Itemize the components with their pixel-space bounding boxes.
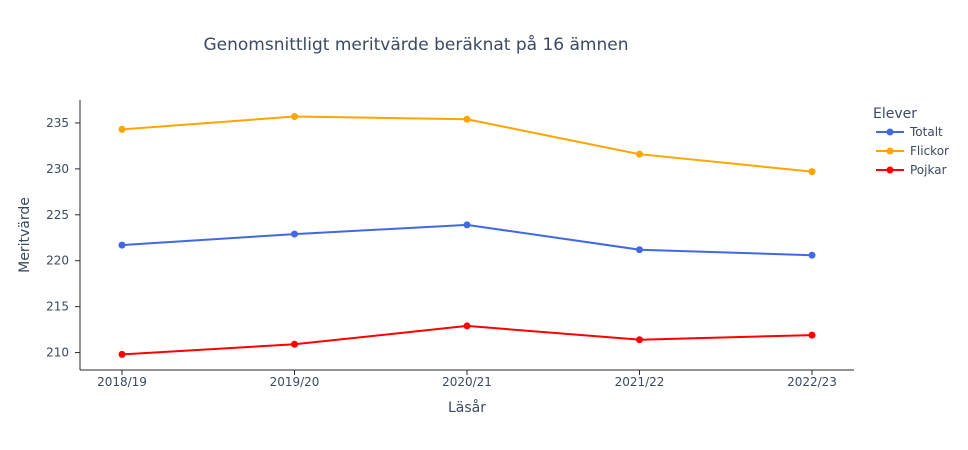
data-point-pojkar (636, 336, 643, 344)
y-tick-label: 215 (46, 300, 69, 314)
y-tick-label: 230 (46, 162, 69, 176)
x-tick-label: 2021/22 (615, 375, 665, 389)
series-line-pojkar (121, 324, 813, 356)
data-point-totalt (808, 251, 816, 259)
y-axis-title: Meritvärde (17, 197, 33, 273)
x-tick-label: 2018/19 (97, 375, 147, 389)
data-point-flickor (808, 168, 816, 176)
series-line-flickor (121, 115, 813, 173)
legend-marker-totalt (886, 128, 894, 136)
data-point-pojkar (291, 340, 298, 348)
plot-area: 210 215 220 225 230 235 2018/19 2019/20 2020/21 2… (46, 100, 854, 389)
data-point-totalt (118, 241, 126, 249)
y-tick-label: 225 (46, 208, 69, 222)
chart-title: Genomsnittligt meritvärde beräknat på 16… (204, 34, 629, 55)
legend: Elever Totalt Flickor Pojkar (873, 106, 949, 177)
legend-label-totalt: Totalt (909, 125, 943, 139)
series-line-totalt (121, 223, 813, 257)
data-point-pojkar (118, 350, 126, 358)
data-point-flickor (463, 115, 471, 123)
data-point-flickor (291, 113, 298, 121)
data-point-pojkar (808, 331, 816, 339)
x-axis-title: Läsår (448, 399, 486, 416)
y-tick-label: 220 (46, 254, 69, 268)
legend-label-pojkar: Pojkar (910, 163, 947, 177)
legend-title: Elever (873, 106, 917, 122)
data-point-totalt (636, 246, 643, 254)
data-point-flickor (118, 125, 126, 133)
x-tick-label: 2020/21 (442, 375, 492, 389)
x-tick-label: 2022/23 (787, 375, 837, 389)
data-point-totalt (291, 230, 298, 238)
legend-marker-flickor (886, 147, 894, 155)
legend-label-flickor: Flickor (910, 144, 949, 158)
data-point-pojkar (463, 322, 471, 330)
x-tick-label: 2019/20 (270, 375, 320, 389)
legend-marker-pojkar (886, 166, 894, 174)
data-point-totalt (463, 221, 471, 229)
y-tick-label: 210 (46, 346, 69, 360)
y-tick-label: 235 (46, 116, 69, 130)
data-point-flickor (636, 150, 643, 158)
